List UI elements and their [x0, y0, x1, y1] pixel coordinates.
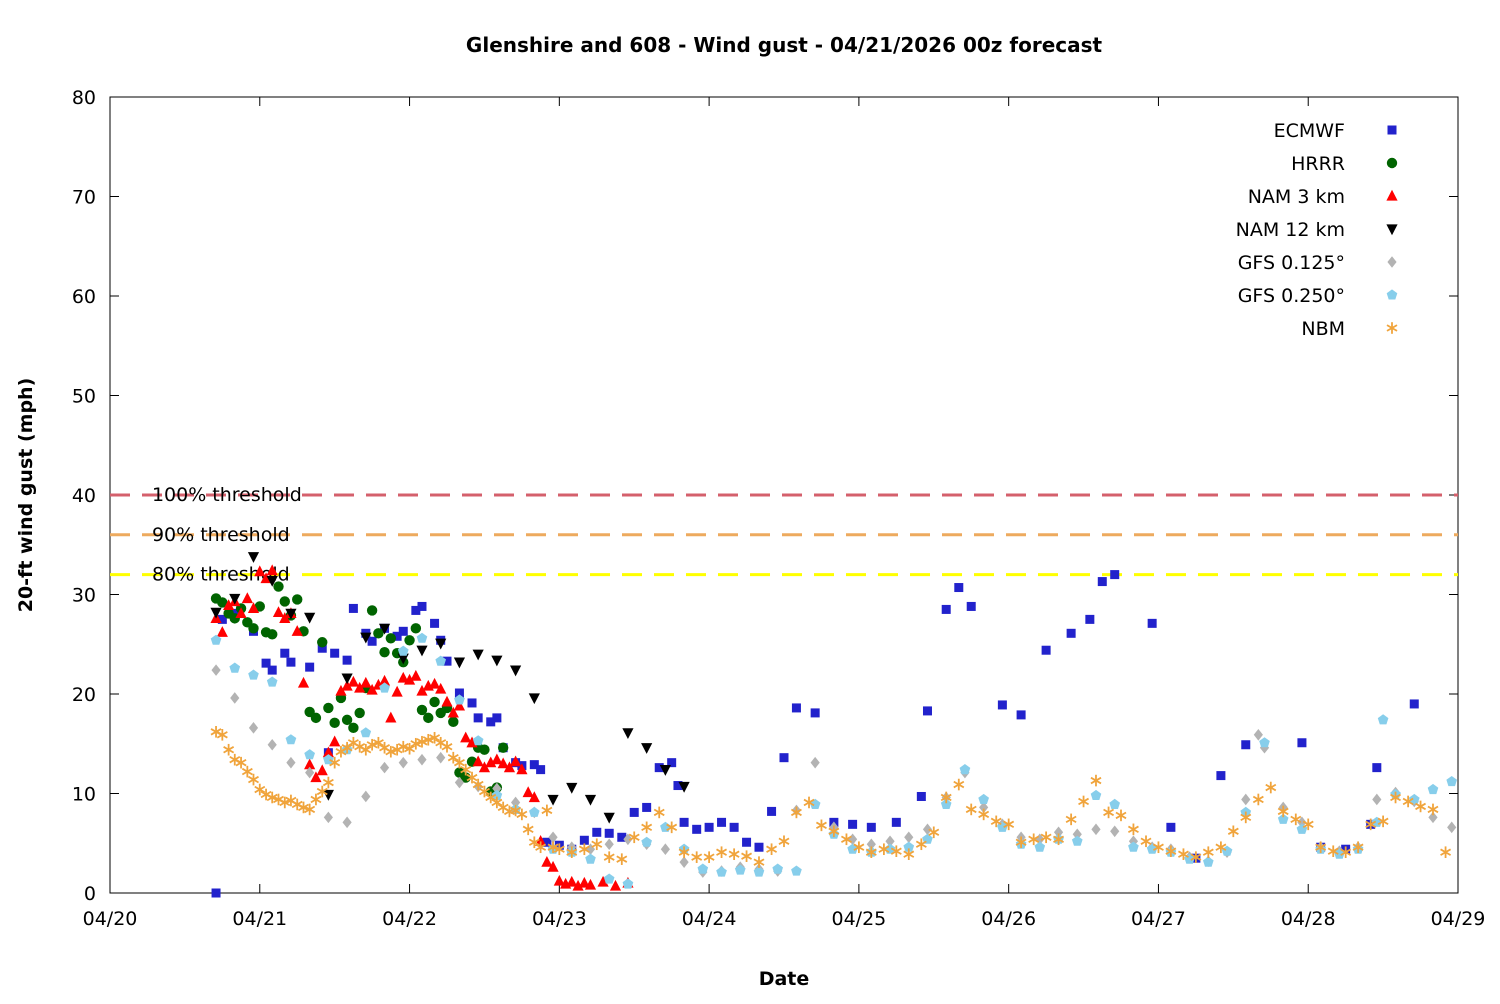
y-tick-label: 30 — [72, 585, 96, 607]
threshold-line-36: 90% threshold — [110, 524, 1458, 546]
y-tick-label: 50 — [72, 386, 96, 408]
y-axis-label: 20-ft wind gust (mph) — [15, 378, 37, 613]
legend-label: GFS 0.125° — [1238, 252, 1345, 274]
legend-label: ECMWF — [1274, 120, 1345, 142]
y-tick-label: 10 — [72, 784, 96, 806]
threshold-line-32: 80% threshold — [110, 564, 1458, 586]
x-tick-label: 04/24 — [682, 908, 737, 930]
threshold-label: 90% threshold — [152, 524, 290, 546]
legend-entry-nbm: NBM — [1301, 318, 1398, 340]
series-ecmwf — [211, 570, 1419, 898]
x-axis-label: Date — [759, 968, 810, 990]
legend-entry-ecmwf: ECMWF — [1274, 120, 1397, 142]
x-tick-label: 04/28 — [1281, 908, 1336, 930]
threshold-label: 80% threshold — [152, 564, 290, 586]
x-tick-label: 04/21 — [232, 908, 287, 930]
legend-entry-hrrr: HRRR — [1291, 153, 1398, 175]
plot-area: 04/20 04/21 04/22 04/23 04/24 04/25 04/26 04/27… — [72, 87, 1486, 930]
legend-entry-gfs-0-250-: GFS 0.250° — [1238, 285, 1398, 307]
series-nam-12-km — [210, 552, 690, 824]
x-tick-label: 04/23 — [532, 908, 587, 930]
threshold-label: 100% threshold — [152, 484, 302, 506]
legend-label: NAM 3 km — [1248, 186, 1345, 208]
series-nbm — [210, 726, 1452, 868]
y-tick-label: 80 — [72, 87, 96, 109]
x-tick-label: 04/25 — [832, 908, 887, 930]
x-tick-label: 04/27 — [1131, 908, 1186, 930]
y-tick-label: 60 — [72, 286, 96, 308]
y-tick-label: 70 — [72, 187, 96, 209]
x-tick-label: 04/22 — [382, 908, 437, 930]
legend-label: GFS 0.250° — [1238, 285, 1345, 307]
x-tick-label: 04/20 — [83, 908, 138, 930]
legend-label: NAM 12 km — [1236, 219, 1345, 241]
series-gfs-0-250- — [210, 632, 1457, 889]
y-axis-ticks: 0 10 20 30 40 50 60 70 80 — [72, 87, 1458, 905]
y-tick-label: 0 — [84, 883, 96, 905]
legend-entry-gfs-0-125-: GFS 0.125° — [1238, 252, 1397, 274]
legend-entry-nam-12-km: NAM 12 km — [1236, 219, 1398, 241]
x-axis-ticks: 04/20 04/21 04/22 04/23 04/24 04/25 04/26 04/27… — [83, 97, 1486, 930]
chart-title: Glenshire and 608 - Wind gust - 04/21/20… — [466, 33, 1103, 57]
legend-entry-nam-3-km: NAM 3 km — [1248, 186, 1398, 208]
y-tick-label: 20 — [72, 684, 96, 706]
legend-label: HRRR — [1291, 153, 1345, 175]
legend-label: NBM — [1301, 318, 1345, 340]
series-nam-3-km — [210, 564, 634, 891]
x-tick-label: 04/26 — [981, 908, 1036, 930]
x-tick-label: 04/29 — [1431, 908, 1486, 930]
legend: ECMWF HRRR NAM 3 km NAM 12 km GFS 0.125° GFS … — [1236, 120, 1398, 340]
threshold-line-40: 100% threshold — [110, 484, 1458, 506]
y-tick-label: 40 — [72, 485, 96, 507]
